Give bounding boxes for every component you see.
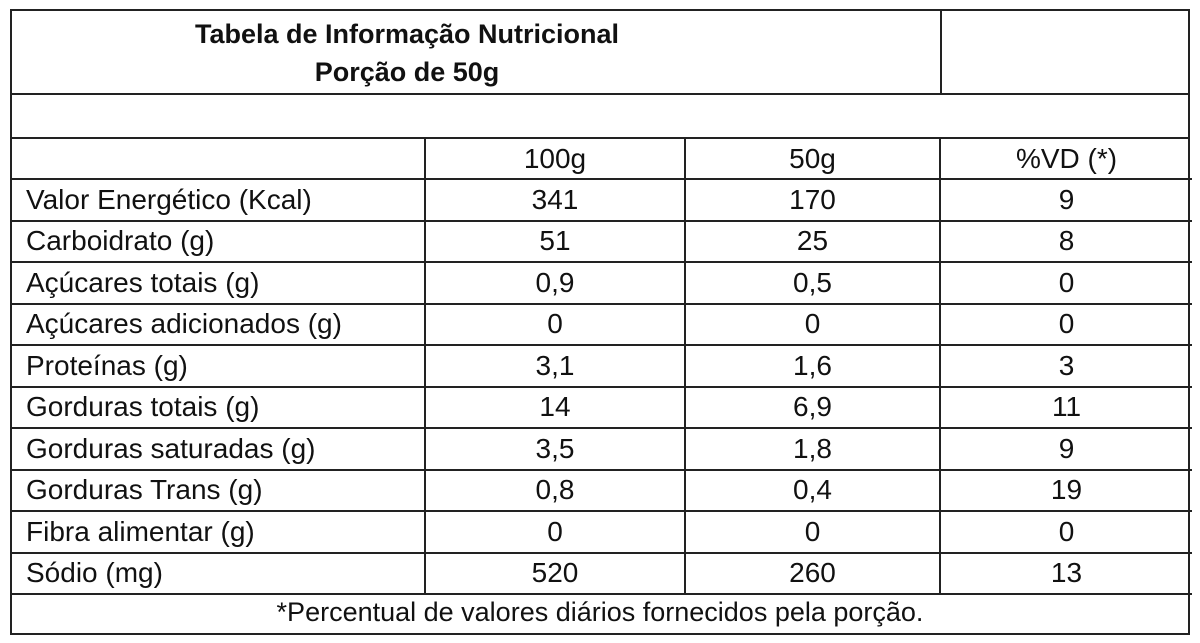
value-vd: 0 (940, 511, 1192, 554)
column-header-50g: 50g (685, 139, 941, 180)
table-row: Gorduras totais (g) 14 6,9 11 (12, 386, 1192, 429)
value-50g: 0,4 (685, 469, 941, 512)
nutrient-label: Açúcares adicionados (g) (12, 303, 426, 346)
table-row: Fibra alimentar (g) 0 0 0 (12, 511, 1192, 554)
value-100g: 0 (425, 511, 686, 554)
table-row: Sódio (mg) 520 260 13 (12, 552, 1192, 595)
nutrition-table: Tabela de Informação Nutricional Porção … (10, 9, 1192, 635)
nutrient-label: Gorduras saturadas (g) (12, 428, 426, 471)
value-vd: 13 (940, 552, 1192, 595)
value-50g: 260 (685, 552, 941, 595)
table-row: Gorduras Trans (g) 0,8 0,4 19 (12, 469, 1192, 512)
table-row: Açúcares totais (g) 0,9 0,5 0 (12, 262, 1192, 305)
nutrient-label: Sódio (mg) (12, 552, 426, 595)
table-row: Gorduras saturadas (g) 3,5 1,8 9 (12, 428, 1192, 471)
value-50g: 6,9 (685, 386, 941, 429)
value-100g: 3,5 (425, 428, 686, 471)
value-vd: 3 (940, 345, 1192, 388)
value-100g: 0 (425, 303, 686, 346)
footnote: *Percentual de valores diários fornecido… (276, 597, 924, 627)
value-vd: 8 (940, 220, 1192, 263)
table-row: Carboidrato (g) 51 25 8 (12, 220, 1192, 263)
value-100g: 341 (425, 179, 686, 222)
value-100g: 0,8 (425, 469, 686, 512)
nutrient-label: Valor Energético (Kcal) (12, 179, 426, 222)
table-row: Açúcares adicionados (g) 0 0 0 (12, 303, 1192, 346)
title-cell: Tabela de Informação Nutricional Porção … (12, 11, 942, 93)
value-100g: 3,1 (425, 345, 686, 388)
value-100g: 520 (425, 552, 686, 595)
nutrient-label: Fibra alimentar (g) (12, 511, 426, 554)
value-50g: 25 (685, 220, 941, 263)
portion-title: Porção de 50g (314, 57, 500, 87)
empty-row (12, 95, 1188, 139)
value-100g: 0,9 (425, 262, 686, 305)
empty-title-cell (942, 11, 1188, 93)
value-vd: 9 (940, 179, 1192, 222)
column-header-vd: %VD (*) (940, 139, 1192, 180)
value-50g: 1,8 (685, 428, 941, 471)
header-empty-cell (12, 139, 426, 180)
value-vd: 19 (940, 469, 1192, 512)
nutrient-label: Gorduras totais (g) (12, 386, 426, 429)
value-50g: 0 (685, 511, 941, 554)
value-vd: 11 (940, 386, 1192, 429)
value-100g: 14 (425, 386, 686, 429)
table-title: Tabela de Informação Nutricional (194, 19, 620, 49)
value-50g: 170 (685, 179, 941, 222)
title-row: Tabela de Informação Nutricional Porção … (12, 11, 1188, 95)
table-row: Proteínas (g) 3,1 1,6 3 (12, 345, 1192, 388)
nutrient-label: Proteínas (g) (12, 345, 426, 388)
nutrition-grid: 100g 50g %VD (*) Valor Energético (Kcal)… (12, 139, 1192, 595)
table-row: Valor Energético (Kcal) 341 170 9 (12, 179, 1192, 222)
value-50g: 1,6 (685, 345, 941, 388)
column-header-100g: 100g (425, 139, 686, 180)
nutrient-label: Açúcares totais (g) (12, 262, 426, 305)
value-50g: 0 (685, 303, 941, 346)
value-100g: 51 (425, 220, 686, 263)
value-vd: 0 (940, 303, 1192, 346)
nutrient-label: Carboidrato (g) (12, 220, 426, 263)
value-vd: 9 (940, 428, 1192, 471)
column-header-row: 100g 50g %VD (*) (12, 139, 1192, 180)
value-vd: 0 (940, 262, 1192, 305)
value-50g: 0,5 (685, 262, 941, 305)
nutrient-label: Gorduras Trans (g) (12, 469, 426, 512)
